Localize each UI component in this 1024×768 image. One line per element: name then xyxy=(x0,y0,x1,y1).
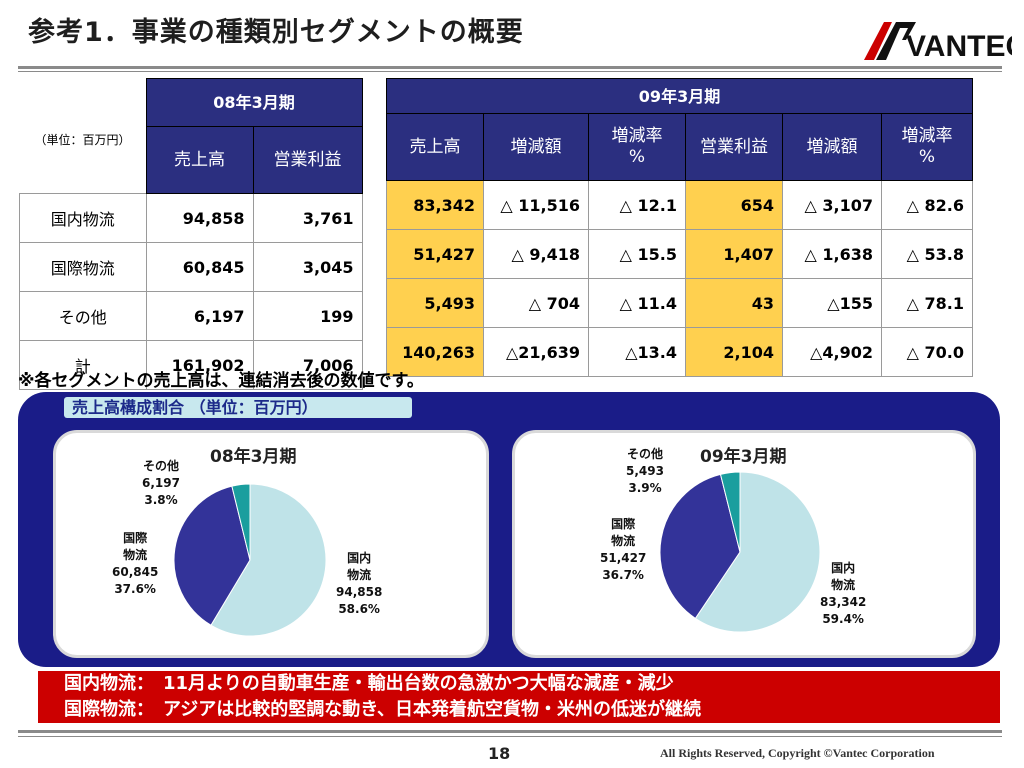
pie-title-09: 09年3月期 xyxy=(700,447,787,467)
col-header-profit-09: 営業利益 xyxy=(685,113,783,181)
cell: △ 78.1 xyxy=(881,278,973,328)
col-header-profit-rate: 増減率 % xyxy=(881,113,973,181)
bullet-domestic: 国内物流： 11月よりの自動車生産・輸出台数の急激かつ大幅な減産・減少 xyxy=(38,671,1000,697)
pie-chart-08 xyxy=(173,483,327,637)
col-header-sales-change: 増減額 xyxy=(483,113,589,181)
table-row: その他 6,197 199 xyxy=(19,291,363,341)
unit-label: （単位：百万円） xyxy=(34,132,131,147)
segment-table-09: 09年3月期 売上高 増減額 増減率 % 営業利益 増減額 増減率 % 83,3… xyxy=(386,78,973,377)
cell: 3,761 xyxy=(252,193,363,243)
cell: △ 11,516 xyxy=(483,180,589,230)
cell: △ 15.5 xyxy=(588,229,686,279)
page-number: 18 xyxy=(488,744,511,763)
period-header-08: 08年3月期 xyxy=(145,78,363,127)
col-header-sales-rate: 増減率 % xyxy=(588,113,686,181)
cell: △ 11.4 xyxy=(588,278,686,328)
row-label: 国際物流 xyxy=(19,242,147,292)
logo-text: VANTEC xyxy=(906,30,1012,63)
pie-slice-other xyxy=(231,483,251,561)
pie-chart-09 xyxy=(659,471,821,633)
cell-highlight: 51,427 xyxy=(386,229,484,279)
col-header-profit-change: 増減額 xyxy=(782,113,882,181)
bullet-international: 国際物流： アジアは比較的堅調な動き、日本発着航空貨物・米州の低迷が継続 xyxy=(38,697,1000,723)
table-row: 計 161,902 7,006 xyxy=(19,340,363,390)
table-row: 83,342 △ 11,516 △ 12.1 654 △ 3,107 △ 82.… xyxy=(386,180,973,230)
row-label: その他 xyxy=(19,291,147,341)
cell: 3,045 xyxy=(252,242,363,292)
cell: △ 1,638 xyxy=(782,229,882,279)
pie-label-other-09: その他 5,493 3.9% xyxy=(626,447,664,495)
cell: △4,902 xyxy=(782,327,882,377)
cell: △ 704 xyxy=(483,278,589,328)
cell: △ 53.8 xyxy=(881,229,973,279)
cell: 6,197 xyxy=(145,291,254,341)
cell-highlight: 2,104 xyxy=(685,327,783,377)
pie-slice-international xyxy=(659,473,741,620)
header-rule xyxy=(18,66,1002,69)
row-label: 国内物流 xyxy=(19,193,147,243)
cell: 199 xyxy=(252,291,363,341)
cell: △ 82.6 xyxy=(881,180,973,230)
segment-table-08: 08年3月期 （単位：百万円） 売上高 営業利益 国内物流 94,858 3,7… xyxy=(19,78,363,390)
pie-slice-international xyxy=(173,485,251,626)
header-rule-thin xyxy=(18,71,1002,72)
cell: △155 xyxy=(782,278,882,328)
pie-slice-domestic xyxy=(694,471,821,633)
table-row: 国際物流 60,845 3,045 xyxy=(19,242,363,292)
pie-slice-domestic xyxy=(210,483,327,637)
pie-label-international-08: 国際 物流 60,845 37.6% xyxy=(112,531,159,596)
table-row: 5,493 △ 704 △ 11.4 43 △155 △ 78.1 xyxy=(386,278,973,328)
pie-title-08: 08年3月期 xyxy=(210,447,297,467)
cell: △ 12.1 xyxy=(588,180,686,230)
vantec-logo-icon: VANTEC xyxy=(864,22,1012,63)
table-row: 国内物流 94,858 3,761 xyxy=(19,193,363,243)
cell: △ 70.0 xyxy=(881,327,973,377)
pie-label-domestic-09: 国内 物流 83,342 59.4% xyxy=(820,561,867,626)
cell-highlight: 654 xyxy=(685,180,783,230)
table-row: 51,427 △ 9,418 △ 15.5 1,407 △ 1,638 △ 53… xyxy=(386,229,973,279)
cell-highlight: 5,493 xyxy=(386,278,484,328)
cell-highlight: 83,342 xyxy=(386,180,484,230)
period-header-09: 09年3月期 xyxy=(386,78,973,114)
cell-highlight: 1,407 xyxy=(685,229,783,279)
col-header-sales-08: 売上高 xyxy=(145,126,254,194)
footer-rule-thin xyxy=(18,736,1002,737)
cell: 161,902 xyxy=(145,340,254,390)
cell: 7,006 xyxy=(252,340,363,390)
pie-label-other-08: その他 6,197 3.8% xyxy=(142,459,180,507)
cell-highlight: 43 xyxy=(685,278,783,328)
pie-label-domestic-08: 国内 物流 94,858 58.6% xyxy=(336,551,383,616)
table-row: 140,263 △21,639 △13.4 2,104 △4,902 △ 70.… xyxy=(386,327,973,377)
row-label: 計 xyxy=(19,340,147,390)
page-title: 参考1．事業の種類別セグメントの概要 xyxy=(28,17,524,48)
footer-rule xyxy=(18,730,1002,733)
cell: △ 9,418 xyxy=(483,229,589,279)
col-header-profit-08: 営業利益 xyxy=(252,126,363,194)
copyright-text: All Rights Reserved, Copyright ©Vantec C… xyxy=(660,746,935,760)
cell: △21,639 xyxy=(483,327,589,377)
cell: △ 3,107 xyxy=(782,180,882,230)
pie-slice-other xyxy=(719,471,741,553)
footnote: ※各セグメントの売上高は、連結消去後の数値です。 xyxy=(18,371,424,391)
pie-label-international-09: 国際 物流 51,427 36.7% xyxy=(600,517,647,582)
cell: 60,845 xyxy=(145,242,254,292)
col-header-sales-09: 売上高 xyxy=(386,113,484,181)
cell: 94,858 xyxy=(145,193,254,243)
panel-title: 売上高構成割合 （単位：百万円） xyxy=(64,397,412,418)
cell: △13.4 xyxy=(588,327,686,377)
